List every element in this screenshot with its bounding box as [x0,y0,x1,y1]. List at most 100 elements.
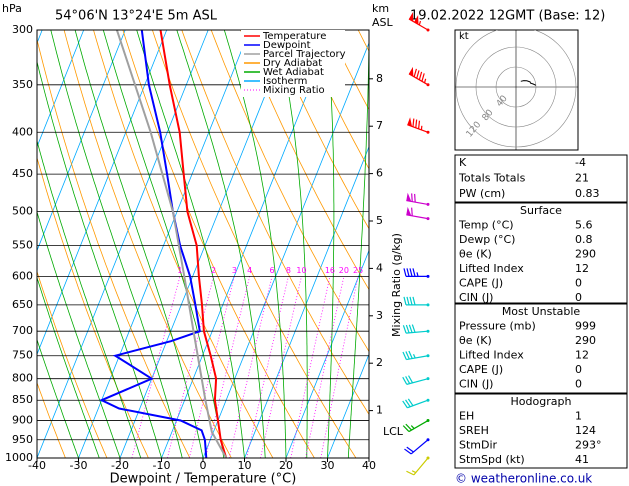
barb-staff [406,378,429,385]
row-value: 0 [575,291,582,304]
row-label: StmDir [459,439,498,452]
barb-station [426,130,430,134]
legend-label: Dewpoint [263,40,311,51]
barb-station [426,217,430,221]
barb-half [418,20,422,26]
y-tick-label: 500 [12,205,33,218]
barb-flag [404,448,412,455]
mixing-ratio-label: Mixing Ratio (g/kg) [390,233,403,337]
height-tick-label: 2 [376,356,383,369]
y-tick-label: 700 [12,324,33,337]
barb-flag [408,375,414,384]
barb-staff [406,355,429,361]
legend-label: Dry Adiabat [263,58,322,69]
table-box [454,154,628,203]
y-tick-label: 750 [12,349,33,362]
barb-half [411,470,417,474]
y-tick-label: 300 [12,23,33,36]
isotherm [37,30,85,148]
barb-station [426,274,430,278]
x-label: Dewpoint / Temperature (°C) [110,472,297,486]
barb-staff [408,420,429,433]
wind-barb [407,117,430,134]
barb-half [412,353,416,359]
x-tick-label: -40 [28,459,46,472]
barb-flag [402,400,408,409]
overlay: -40 -30 -20 -10 0 10 20 30 401 2 3 4 6 8 10 16 20 2530035… [5,12,628,476]
barb-flag [405,351,410,360]
mixing-ratio-label: 20 [339,266,349,275]
row-value: 12 [575,262,589,275]
table-box [454,393,628,469]
isotherm [0,30,1,458]
wind-barb [402,324,430,334]
height-tick-label: 4 [376,261,383,274]
barb-half [416,272,419,277]
row-value: 290 [575,248,596,261]
barb-flag [409,296,413,306]
y-tick-label: 650 [12,298,33,311]
isotherm [327,353,369,458]
barb-station [426,398,430,402]
hodo-ring [495,66,537,108]
x-tick-label: 0 [200,459,207,472]
table-box [454,303,628,394]
mixing-ratio-label: 4 [247,266,252,275]
hodo-ring [475,46,557,128]
row-value: 1 [575,410,582,423]
legend-label: Parcel Trajectory [263,49,346,60]
hodo-ring-label: 40 [495,94,510,109]
barb-flag [411,324,416,333]
y-tick-label: 1000 [5,451,33,464]
barb-flag [412,268,416,277]
height-tick-label: 5 [376,214,383,227]
hodo-trace [520,80,537,86]
mixing-ratio-line [260,276,302,458]
mixing-ratio-label: 2 [211,266,216,275]
height-tick-label: 6 [376,167,383,180]
hodo-unit: kt [459,31,469,42]
barb-flag [408,350,413,359]
height-label: ASL [372,16,394,29]
barb-flag [402,351,407,360]
row-label: PW (cm) [459,187,505,200]
row-label: StmSpd (kt) [459,453,525,466]
height-tick-label: 3 [376,309,383,322]
barb-flag [402,325,407,334]
x-tick-label: -30 [70,459,88,472]
isotherm [37,30,209,458]
barb-flag [418,120,421,129]
barb-flag [405,324,410,334]
barb-flag [403,296,407,306]
dry-adiabat [269,30,369,230]
barb-flag [413,68,417,77]
x-tick-label: -10 [153,459,171,472]
x-tick-label: -20 [111,459,129,472]
barb-flag [407,398,414,407]
barb-pennant [408,12,414,22]
legend-label: Mixing Ratio [263,85,325,96]
section-title: Hodograph [511,395,572,408]
wind-barb [406,456,430,476]
row-label: CAPE (J) [459,277,503,290]
wind-barb [403,296,430,307]
barb-flag [406,296,410,306]
y-tick-label: 550 [12,238,33,251]
row-label: Dewp (°C) [459,233,515,246]
y-tick-label: 850 [12,393,33,406]
dry-adiabat [37,381,66,458]
footer: © weatheronline.co.uk [455,472,592,486]
section-title: Most Unstable [502,305,581,318]
isotherm [244,145,369,458]
row-label: θe (K) [459,248,492,261]
legend-label: Temperature [262,31,326,42]
row-label: SREH [459,424,489,437]
barb-flag [405,399,411,408]
wind-barb [402,419,430,433]
profile-line [115,30,228,458]
y-tick-label: 600 [12,269,33,282]
row-value: 5.6 [575,219,593,232]
mixing-ratio-line [320,276,359,458]
row-value: 12 [575,349,589,362]
